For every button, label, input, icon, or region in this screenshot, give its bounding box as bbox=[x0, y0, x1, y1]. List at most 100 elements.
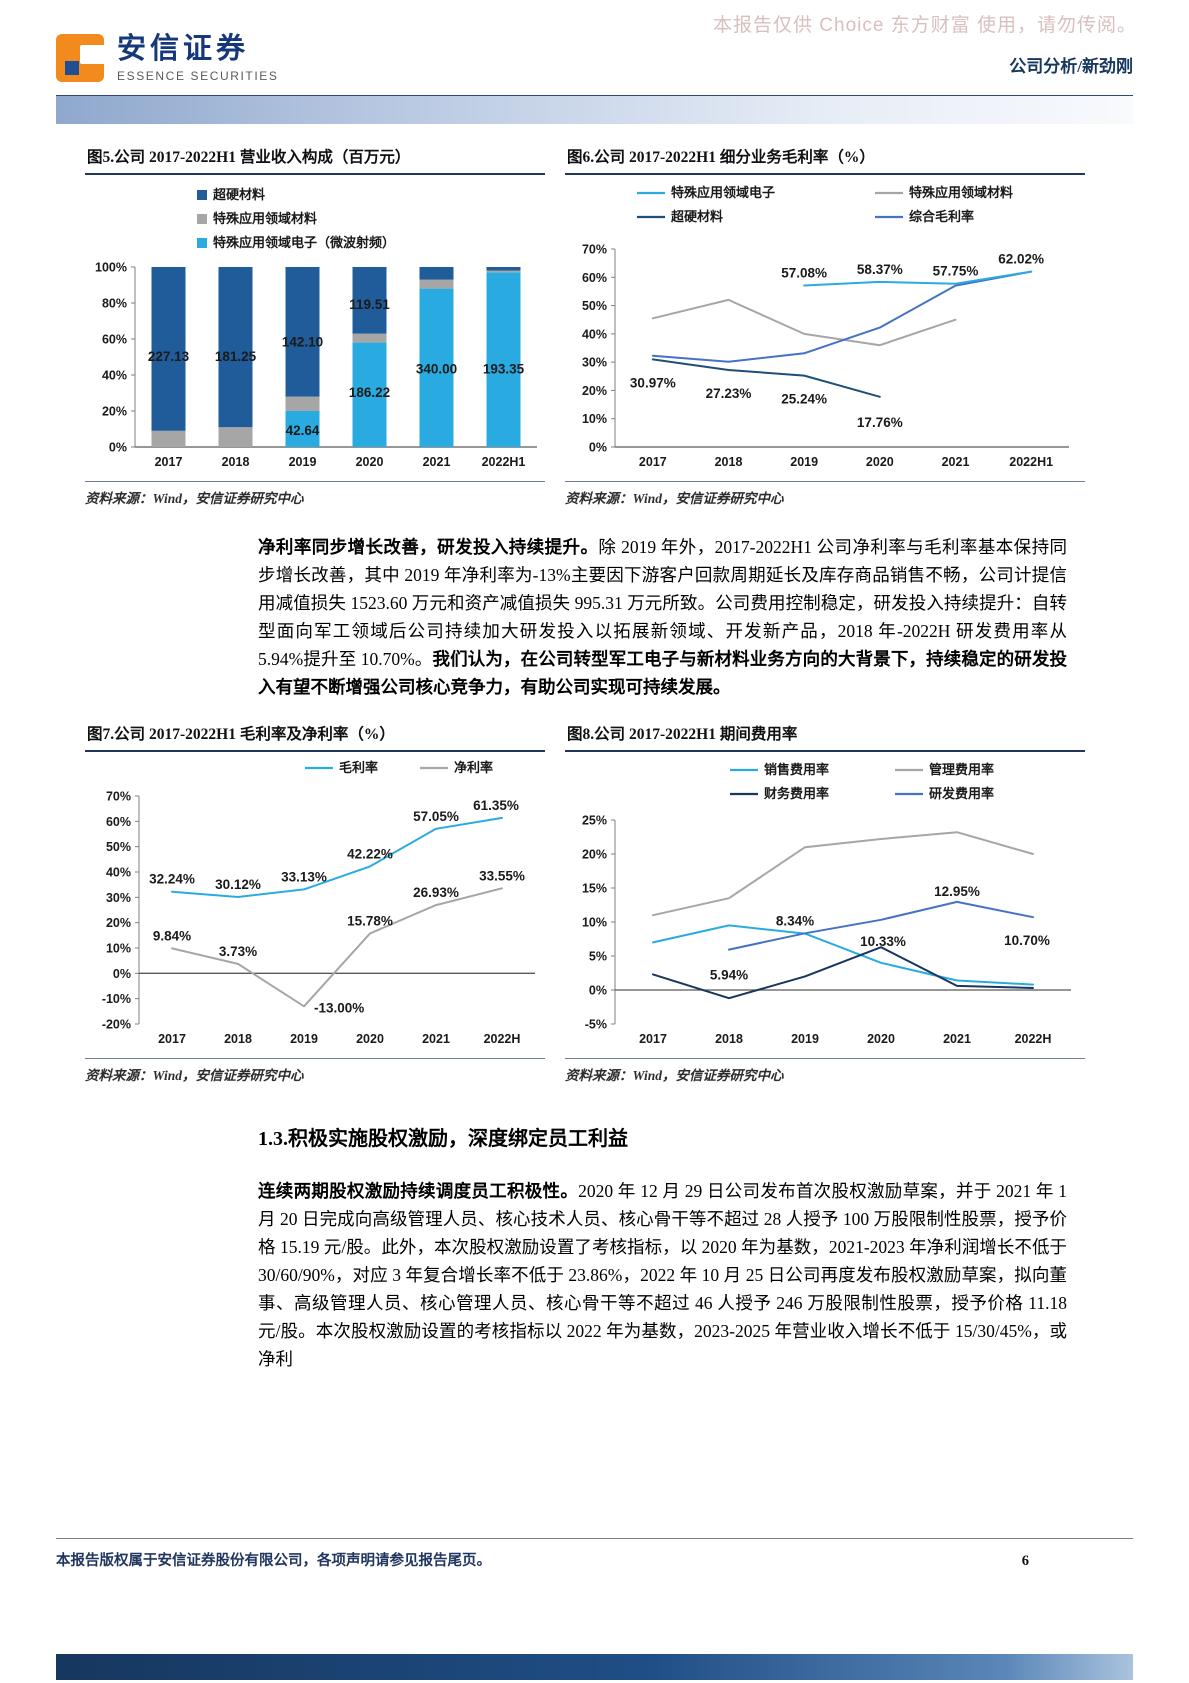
figure-5: 图5.公司 2017-2022H1 营业收入构成（百万元） 0% 20% 40% 60… bbox=[85, 142, 545, 507]
svg-text:特殊应用领域材料: 特殊应用领域材料 bbox=[909, 185, 1013, 200]
page-footer: 本报告版权属于安信证券股份有限公司，各项声明请参见报告尾页。 6 bbox=[56, 1538, 1133, 1570]
paragraph-net-margin-rd: 净利率同步增长改善，研发投入持续提升。除 2019 年外，2017-2022H1… bbox=[258, 533, 1067, 701]
figure-5-stacked-bar-chart: 0% 20% 40% 60% 80% 100% 2017 2018 2019 2020 2021 20… bbox=[95, 187, 537, 469]
svg-text:50%: 50% bbox=[582, 299, 607, 313]
svg-text:10%: 10% bbox=[582, 412, 607, 426]
svg-text:142.10: 142.10 bbox=[282, 334, 323, 349]
figure-6: 图6.公司 2017-2022H1 细分业务毛利率（%） 0% 10% 20% 30%… bbox=[565, 142, 1085, 507]
figure-8-title: 图8.公司 2017-2022H1 期间费用率 bbox=[565, 719, 1085, 752]
svg-text:财务费用率: 财务费用率 bbox=[764, 786, 829, 801]
brand-name: 安信证券 bbox=[117, 33, 250, 65]
svg-text:5%: 5% bbox=[589, 949, 607, 963]
svg-text:2022H1: 2022H1 bbox=[1009, 455, 1053, 469]
svg-text:2021: 2021 bbox=[942, 455, 970, 469]
svg-text:管理费用率: 管理费用率 bbox=[929, 762, 994, 777]
svg-text:33.13%: 33.13% bbox=[281, 869, 327, 884]
svg-text:25%: 25% bbox=[582, 813, 607, 827]
svg-text:0%: 0% bbox=[589, 983, 607, 997]
svg-text:特殊应用领域电子（微波射频）: 特殊应用领域电子（微波射频） bbox=[213, 235, 395, 250]
svg-text:60%: 60% bbox=[102, 332, 127, 346]
svg-text:3.73%: 3.73% bbox=[219, 944, 257, 959]
svg-text:特殊应用领域材料: 特殊应用领域材料 bbox=[213, 211, 317, 226]
svg-text:20%: 20% bbox=[582, 384, 607, 398]
brand-name-en: ESSENCE SECURITIES bbox=[117, 68, 279, 83]
report-type-label: 公司分析/新劲刚 bbox=[1009, 56, 1133, 76]
svg-text:57.75%: 57.75% bbox=[933, 264, 979, 279]
svg-text:特殊应用领域电子: 特殊应用领域电子 bbox=[671, 185, 775, 200]
paragraph-equity-incentive: 连续两期股权激励持续调度员工积极性。2020 年 12 月 29 日公司发布首次… bbox=[258, 1177, 1067, 1373]
svg-text:186.22: 186.22 bbox=[349, 385, 390, 400]
figure-6-line-chart: 0% 10% 20% 30% 40% 50% 60% 70% 2017 2018 2019 2020 2… bbox=[582, 185, 1069, 469]
svg-text:30%: 30% bbox=[106, 891, 131, 905]
svg-text:0%: 0% bbox=[113, 967, 131, 981]
svg-text:20%: 20% bbox=[106, 916, 131, 930]
figure-7-line-chart: -20% -10% 0% 10% 20% 30% 40% 50% 60% 70% 2017 2018 2… bbox=[102, 760, 535, 1046]
svg-text:-10%: -10% bbox=[102, 992, 131, 1006]
svg-text:100%: 100% bbox=[95, 260, 127, 274]
svg-text:60%: 60% bbox=[106, 815, 131, 829]
svg-text:70%: 70% bbox=[106, 789, 131, 803]
svg-text:12.95%: 12.95% bbox=[934, 884, 980, 899]
figure-7: 图7.公司 2017-2022H1 毛利率及净利率（%） -20% -10% 0% 1… bbox=[85, 719, 545, 1084]
figure-6-source: 资料来源：Wind，安信证券研究中心 bbox=[565, 480, 1085, 507]
svg-text:80%: 80% bbox=[102, 296, 127, 310]
header-divider-band bbox=[56, 94, 1133, 124]
svg-text:181.25: 181.25 bbox=[215, 349, 257, 364]
svg-text:60%: 60% bbox=[582, 271, 607, 285]
svg-text:10%: 10% bbox=[582, 915, 607, 929]
watermark-text: 本报告仅供 Choice 东方财富 使用，请勿传阅。 bbox=[713, 15, 1137, 36]
svg-text:2017: 2017 bbox=[639, 1032, 667, 1046]
svg-text:净利率: 净利率 bbox=[454, 760, 493, 775]
paragraph-2-bold-lead: 连续两期股权激励持续调度员工积极性。 bbox=[258, 1180, 579, 1201]
svg-text:26.93%: 26.93% bbox=[413, 885, 459, 900]
paragraph-1-body: 除 2019 年外，2017-2022H1 公司净利率与毛利率基本保持同步增长改… bbox=[258, 536, 1067, 669]
svg-text:25.24%: 25.24% bbox=[781, 391, 827, 406]
svg-text:8.34%: 8.34% bbox=[776, 913, 814, 928]
svg-text:2021: 2021 bbox=[943, 1032, 971, 1046]
figure-8-source: 资料来源：Wind，安信证券研究中心 bbox=[565, 1057, 1085, 1084]
svg-text:0%: 0% bbox=[589, 440, 607, 454]
svg-text:2019: 2019 bbox=[289, 455, 317, 469]
svg-text:超硬材料: 超硬材料 bbox=[213, 187, 265, 202]
svg-text:10.33%: 10.33% bbox=[860, 934, 906, 949]
svg-text:33.55%: 33.55% bbox=[479, 868, 525, 883]
svg-text:2018: 2018 bbox=[715, 455, 743, 469]
figure-7-source: 资料来源：Wind，安信证券研究中心 bbox=[85, 1057, 545, 1084]
svg-text:2022H1: 2022H1 bbox=[482, 455, 526, 469]
svg-text:42.22%: 42.22% bbox=[347, 846, 393, 861]
svg-text:超硬材料: 超硬材料 bbox=[671, 209, 723, 224]
svg-text:5.94%: 5.94% bbox=[710, 967, 748, 982]
svg-text:61.35%: 61.35% bbox=[473, 798, 519, 813]
paragraph-1-bold-tail: 我们认为，在公司转型军工电子与新材料业务方向的大背景下，持续稳定的研发投入有望不… bbox=[258, 648, 1068, 697]
figure-8-line-chart: -5% 0% 5% 10% 15% 20% 25% 2017 2018 2019 2020 2021 2… bbox=[582, 762, 1071, 1046]
svg-text:10.70%: 10.70% bbox=[1004, 933, 1050, 948]
svg-text:70%: 70% bbox=[582, 242, 607, 256]
figure-5-title: 图5.公司 2017-2022H1 营业收入构成（百万元） bbox=[85, 142, 545, 175]
svg-text:2018: 2018 bbox=[224, 1032, 252, 1046]
svg-text:9.84%: 9.84% bbox=[153, 928, 191, 943]
svg-text:30.97%: 30.97% bbox=[630, 375, 676, 390]
charts-row-top: 图5.公司 2017-2022H1 营业收入构成（百万元） 0% 20% 40% 60… bbox=[85, 142, 1133, 507]
svg-text:2018: 2018 bbox=[715, 1032, 743, 1046]
svg-text:2017: 2017 bbox=[155, 455, 183, 469]
svg-text:2022H: 2022H bbox=[484, 1032, 521, 1046]
svg-text:15.78%: 15.78% bbox=[347, 913, 393, 928]
svg-text:2017: 2017 bbox=[158, 1032, 186, 1046]
figure-6-title: 图6.公司 2017-2022H1 细分业务毛利率（%） bbox=[565, 142, 1085, 175]
svg-text:2021: 2021 bbox=[423, 455, 451, 469]
svg-text:2018: 2018 bbox=[222, 455, 250, 469]
svg-text:销售费用率: 销售费用率 bbox=[764, 762, 829, 777]
svg-text:340.00: 340.00 bbox=[416, 361, 457, 376]
logo-blue-square bbox=[65, 61, 79, 76]
svg-text:57.08%: 57.08% bbox=[781, 265, 827, 280]
svg-text:2022H: 2022H bbox=[1015, 1032, 1052, 1046]
svg-text:-5%: -5% bbox=[585, 1017, 607, 1031]
svg-text:57.05%: 57.05% bbox=[413, 809, 459, 824]
svg-text:32.24%: 32.24% bbox=[149, 872, 195, 887]
svg-text:119.51: 119.51 bbox=[349, 297, 390, 312]
paragraph-2-body: 2020 年 12 月 29 日公司发布首次股权激励草案，并于 2021 年 1… bbox=[258, 1180, 1068, 1369]
svg-text:58.37%: 58.37% bbox=[857, 262, 903, 277]
svg-text:-13.00%: -13.00% bbox=[314, 1000, 364, 1015]
svg-text:2019: 2019 bbox=[290, 1032, 318, 1046]
